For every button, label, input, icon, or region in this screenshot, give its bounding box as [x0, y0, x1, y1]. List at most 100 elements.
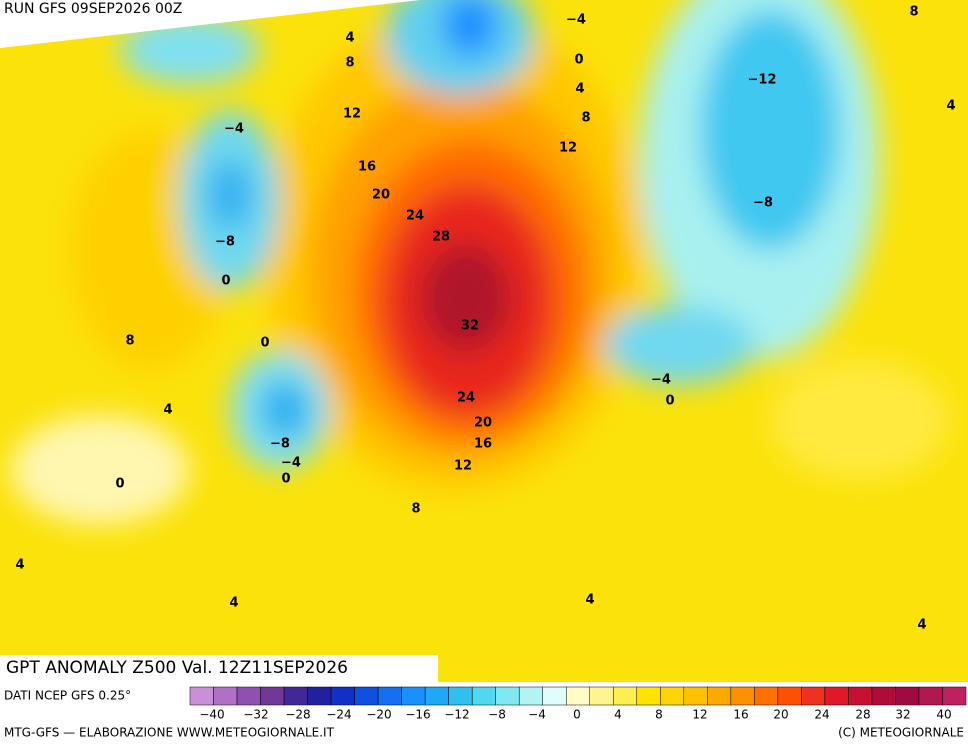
colorbar-swatch — [801, 686, 826, 706]
colorbar-label: 12 — [692, 708, 707, 722]
colorbar-swatch — [471, 686, 496, 706]
colorbar-swatch — [495, 686, 520, 706]
contour-label: 16 — [358, 160, 376, 175]
anomaly-field — [0, 0, 968, 682]
contour-label: 32 — [461, 319, 479, 334]
colorbar-swatch — [518, 686, 543, 706]
contour-label: 8 — [909, 5, 918, 20]
contour-label: 4 — [917, 618, 926, 633]
colorbar-label: 28 — [855, 708, 870, 722]
credit-right: (C) METEOGIORNALE — [838, 726, 964, 740]
contour-label: 28 — [432, 230, 450, 245]
colorbar-label: −28 — [285, 708, 310, 722]
colorbar: −40 −32 −28 −24 −20 −16 −12 −8 −4 0 4 8 12 16 20 24 28 32… — [189, 686, 967, 722]
contour-label: −4 — [651, 373, 671, 388]
contour-label: 4 — [946, 99, 955, 114]
colorbar-label: 32 — [895, 708, 910, 722]
contour-label: 12 — [454, 459, 472, 474]
contour-label: −8 — [270, 437, 290, 452]
contour-label: 0 — [115, 477, 124, 492]
contour-label: 0 — [221, 274, 230, 289]
contour-label: 0 — [665, 394, 674, 409]
colorbar-swatch — [942, 686, 967, 706]
contour-label: 8 — [581, 111, 590, 126]
colorbar-swatch — [283, 686, 308, 706]
map-title: GPT ANOMALY Z500 Val. 12Z11SEP2026 — [6, 658, 348, 678]
contour-label: 4 — [15, 558, 24, 573]
colorbar-label: 0 — [573, 708, 581, 722]
colorbar-label: −4 — [528, 708, 546, 722]
colorbar-swatch — [730, 686, 755, 706]
contour-label: 24 — [406, 209, 424, 224]
contour-label: 0 — [574, 53, 583, 68]
colorbar-swatch — [613, 686, 638, 706]
colorbar-swatch — [895, 686, 920, 706]
contour-label: 4 — [229, 596, 238, 611]
contour-label: 4 — [345, 31, 354, 46]
credit-left: MTG-GFS — ELABORAZIONE WWW.METEOGIORNALE… — [4, 726, 335, 740]
contour-label: −4 — [566, 13, 586, 28]
colorbar-swatch — [824, 686, 849, 706]
colorbar-swatch — [330, 686, 355, 706]
colorbar-swatch — [707, 686, 732, 706]
colorbar-label: 16 — [733, 708, 748, 722]
colorbar-label: −16 — [405, 708, 430, 722]
colorbar-swatch — [589, 686, 614, 706]
colorbar-swatch — [565, 686, 591, 706]
colorbar-label: −12 — [444, 708, 469, 722]
colorbar-label: 4 — [614, 708, 622, 722]
colorbar-swatch — [918, 686, 943, 706]
colorbar-swatch — [754, 686, 779, 706]
colorbar-swatch — [213, 686, 238, 706]
colorbar-swatch — [848, 686, 873, 706]
colorbar-swatch — [542, 686, 567, 706]
colorbar-swatch — [189, 686, 214, 706]
colorbar-swatch — [307, 686, 332, 706]
contour-label: 16 — [474, 437, 492, 452]
colorbar-swatch — [260, 686, 285, 706]
contour-label: 20 — [474, 416, 492, 431]
run-label: RUN GFS 09SEP2026 00Z — [4, 1, 182, 17]
colorbar-swatch — [401, 686, 426, 706]
contour-label: 4 — [585, 593, 594, 608]
colorbar-label: −32 — [243, 708, 268, 722]
contour-label: −8 — [215, 235, 235, 250]
colorbar-swatch — [660, 686, 685, 706]
colorbar-label: 40 — [936, 708, 951, 722]
contour-label: 24 — [457, 391, 475, 406]
colorbar-swatch — [683, 686, 708, 706]
contour-label: 12 — [559, 141, 577, 156]
contour-label: −4 — [224, 122, 244, 137]
title-box — [0, 655, 438, 682]
contour-label: −8 — [753, 196, 773, 211]
colorbar-label: 20 — [773, 708, 788, 722]
source-label: DATI NCEP GFS 0.25° — [4, 689, 131, 703]
colorbar-swatch — [424, 686, 449, 706]
colorbar-label: −40 — [199, 708, 224, 722]
contour-label: 4 — [575, 82, 584, 97]
contour-label: 8 — [125, 334, 134, 349]
colorbar-swatch — [777, 686, 802, 706]
colorbar-swatch — [636, 686, 661, 706]
contour-label: 4 — [163, 403, 172, 418]
colorbar-swatch — [236, 686, 261, 706]
contour-label: −12 — [748, 73, 777, 88]
colorbar-label: −20 — [366, 708, 391, 722]
contour-label: −4 — [281, 456, 301, 471]
colorbar-swatch — [354, 686, 379, 706]
colorbar-swatch — [448, 686, 473, 706]
contour-label: 20 — [372, 188, 390, 203]
colorbar-swatch — [871, 686, 896, 706]
contour-label: 8 — [411, 502, 420, 517]
colorbar-label: 24 — [814, 708, 829, 722]
contour-label: 12 — [343, 107, 361, 122]
colorbar-label: 8 — [655, 708, 663, 722]
colorbar-swatch — [377, 686, 402, 706]
contour-label: 0 — [260, 336, 269, 351]
contour-labels: −40481284−12−848121620242832−4−80084−8−4… — [15, 5, 955, 633]
contour-label: 0 — [281, 472, 290, 487]
contour-label: 8 — [345, 56, 354, 71]
colorbar-label: −24 — [326, 708, 351, 722]
colorbar-label: −8 — [488, 708, 506, 722]
